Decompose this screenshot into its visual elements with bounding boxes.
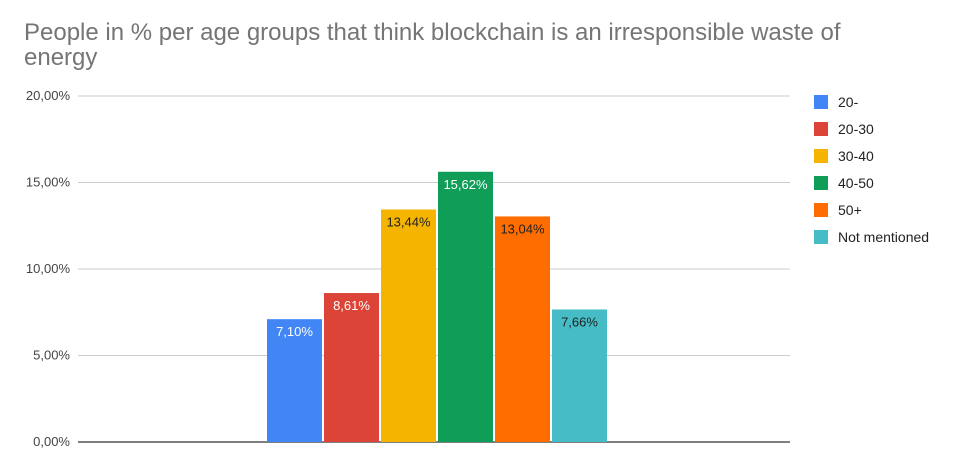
data-label: 13,04% xyxy=(500,221,545,236)
bar xyxy=(267,319,322,442)
legend-label: Not mentioned xyxy=(838,228,930,245)
legend-swatch xyxy=(814,94,828,109)
y-tick-label: 10,00% xyxy=(26,261,71,276)
y-axis-ticks: 0,00% 5,00% 10,00% 15,00% 20,00% xyxy=(26,88,71,449)
legend-item: 40-50 xyxy=(814,169,929,196)
legend-swatch xyxy=(814,148,828,163)
legend-item: 20- xyxy=(814,88,929,115)
legend-item: Not mentioned xyxy=(814,223,929,250)
legend-swatch xyxy=(814,229,828,244)
y-tick-label: 5,00% xyxy=(33,348,70,363)
legend-label: 40-50 xyxy=(838,174,874,191)
legend-swatch xyxy=(814,202,828,217)
legend-label: 20- xyxy=(838,93,859,110)
chart-title: People in % per age groups that think bl… xyxy=(24,19,841,71)
bar xyxy=(552,309,607,442)
legend-swatch xyxy=(814,175,828,190)
legend-item: 30-40 xyxy=(814,142,929,169)
legend-label: 20-30 xyxy=(838,120,874,137)
bar xyxy=(324,293,379,442)
y-tick-label: 20,00% xyxy=(26,88,71,103)
bars xyxy=(267,171,607,443)
legend: 20- 20-30 30-40 40-50 50+ Not mentioned xyxy=(814,88,929,250)
y-tick-label: 0,00% xyxy=(33,434,70,449)
data-label: 8,61% xyxy=(333,298,370,313)
data-label: 7,10% xyxy=(276,324,313,339)
y-tick-label: 15,00% xyxy=(26,175,71,190)
legend-label: 50+ xyxy=(838,201,862,218)
data-label: 7,66% xyxy=(561,314,598,329)
bar xyxy=(438,171,493,443)
bar xyxy=(381,209,436,442)
legend-swatch xyxy=(814,121,828,136)
data-labels: 7,10% 8,61% 13,44% 15,62% 13,04% 7,66% xyxy=(276,177,598,339)
data-label: 15,62% xyxy=(443,177,488,192)
legend-item: 50+ xyxy=(814,196,929,223)
legend-item: 20-30 xyxy=(814,115,929,142)
bar xyxy=(495,216,550,442)
legend-label: 30-40 xyxy=(838,147,874,164)
data-label: 13,44% xyxy=(386,214,431,229)
